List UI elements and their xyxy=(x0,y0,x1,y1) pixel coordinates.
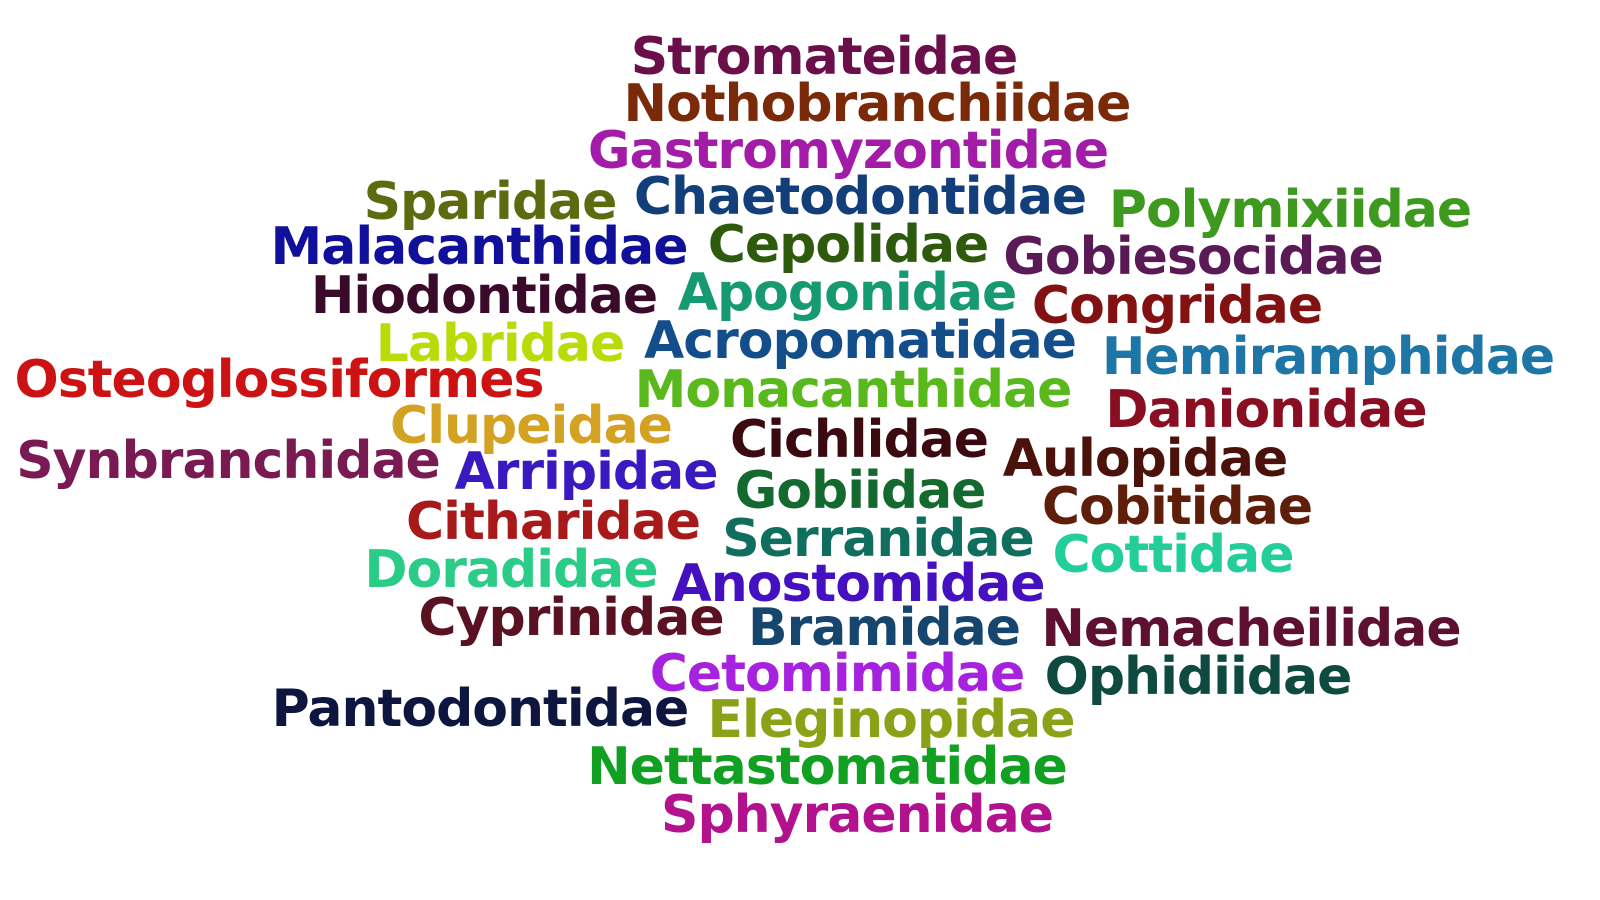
word-cichlidae: Cichlidae xyxy=(729,410,989,470)
word-gobiesocidae: Gobiesocidae xyxy=(1003,227,1384,287)
word-cobitidae: Cobitidae xyxy=(1041,477,1313,537)
word-gastromyzontidae: Gastromyzontidae xyxy=(587,121,1109,181)
word-polymixiidae: Polymixiidae xyxy=(1108,180,1472,240)
word-arripidae: Arripidae xyxy=(454,442,719,502)
word-eleginopidae: Eleginopidae xyxy=(707,690,1075,750)
word-gobiidae: Gobiidae xyxy=(734,461,987,521)
word-hemiramphidae: Hemiramphidae xyxy=(1101,327,1555,387)
word-citharidae: Citharidae xyxy=(405,492,701,552)
word-congridae: Congridae xyxy=(1031,276,1323,336)
word-aulopidae: Aulopidae xyxy=(1002,429,1288,489)
word-labridae: Labridae xyxy=(375,314,625,374)
word-chaetodontidae: Chaetodontidae xyxy=(633,167,1087,227)
word-synbranchidae: Synbranchidae xyxy=(16,431,441,491)
word-stromateidae: Stromateidae xyxy=(630,27,1018,87)
word-ophidiidae: Ophidiidae xyxy=(1044,647,1353,707)
word-doradidae: Doradidae xyxy=(364,540,658,600)
word-cetomimidae: Cetomimidae xyxy=(649,644,1026,704)
word-clupeidae: Clupeidae xyxy=(390,396,673,456)
word-acropomatidae: Acropomatidae xyxy=(644,311,1077,371)
word-cottidae: Cottidae xyxy=(1052,525,1294,585)
word-anostomidae: Anostomidae xyxy=(671,554,1045,614)
word-cyprinidae: Cyprinidae xyxy=(418,588,724,648)
word-hiodontidae: Hiodontidae xyxy=(310,266,658,326)
word-pantodontidae: Pantodontidae xyxy=(271,679,690,739)
word-danionidae: Danionidae xyxy=(1105,380,1427,440)
word-nothobranchiidae: Nothobranchiidae xyxy=(623,74,1132,134)
word-monacanthidae: Monacanthidae xyxy=(634,360,1073,420)
word-cepolidae: Cepolidae xyxy=(707,215,990,275)
word-osteoglossiformes: Osteoglossiformes xyxy=(14,350,545,410)
word-nemacheilidae: Nemacheilidae xyxy=(1041,599,1461,659)
word-nettastomatidae: Nettastomatidae xyxy=(587,737,1068,797)
word-bramidae: Bramidae xyxy=(748,598,1021,658)
word-malacanthidae: Malacanthidae xyxy=(270,217,689,277)
word-sparidae: Sparidae xyxy=(363,172,618,232)
word-apogonidae: Apogonidae xyxy=(677,263,1018,323)
word-serranidae: Serranidae xyxy=(722,509,1035,569)
word-sphyraenidae: Sphyraenidae xyxy=(660,785,1054,845)
